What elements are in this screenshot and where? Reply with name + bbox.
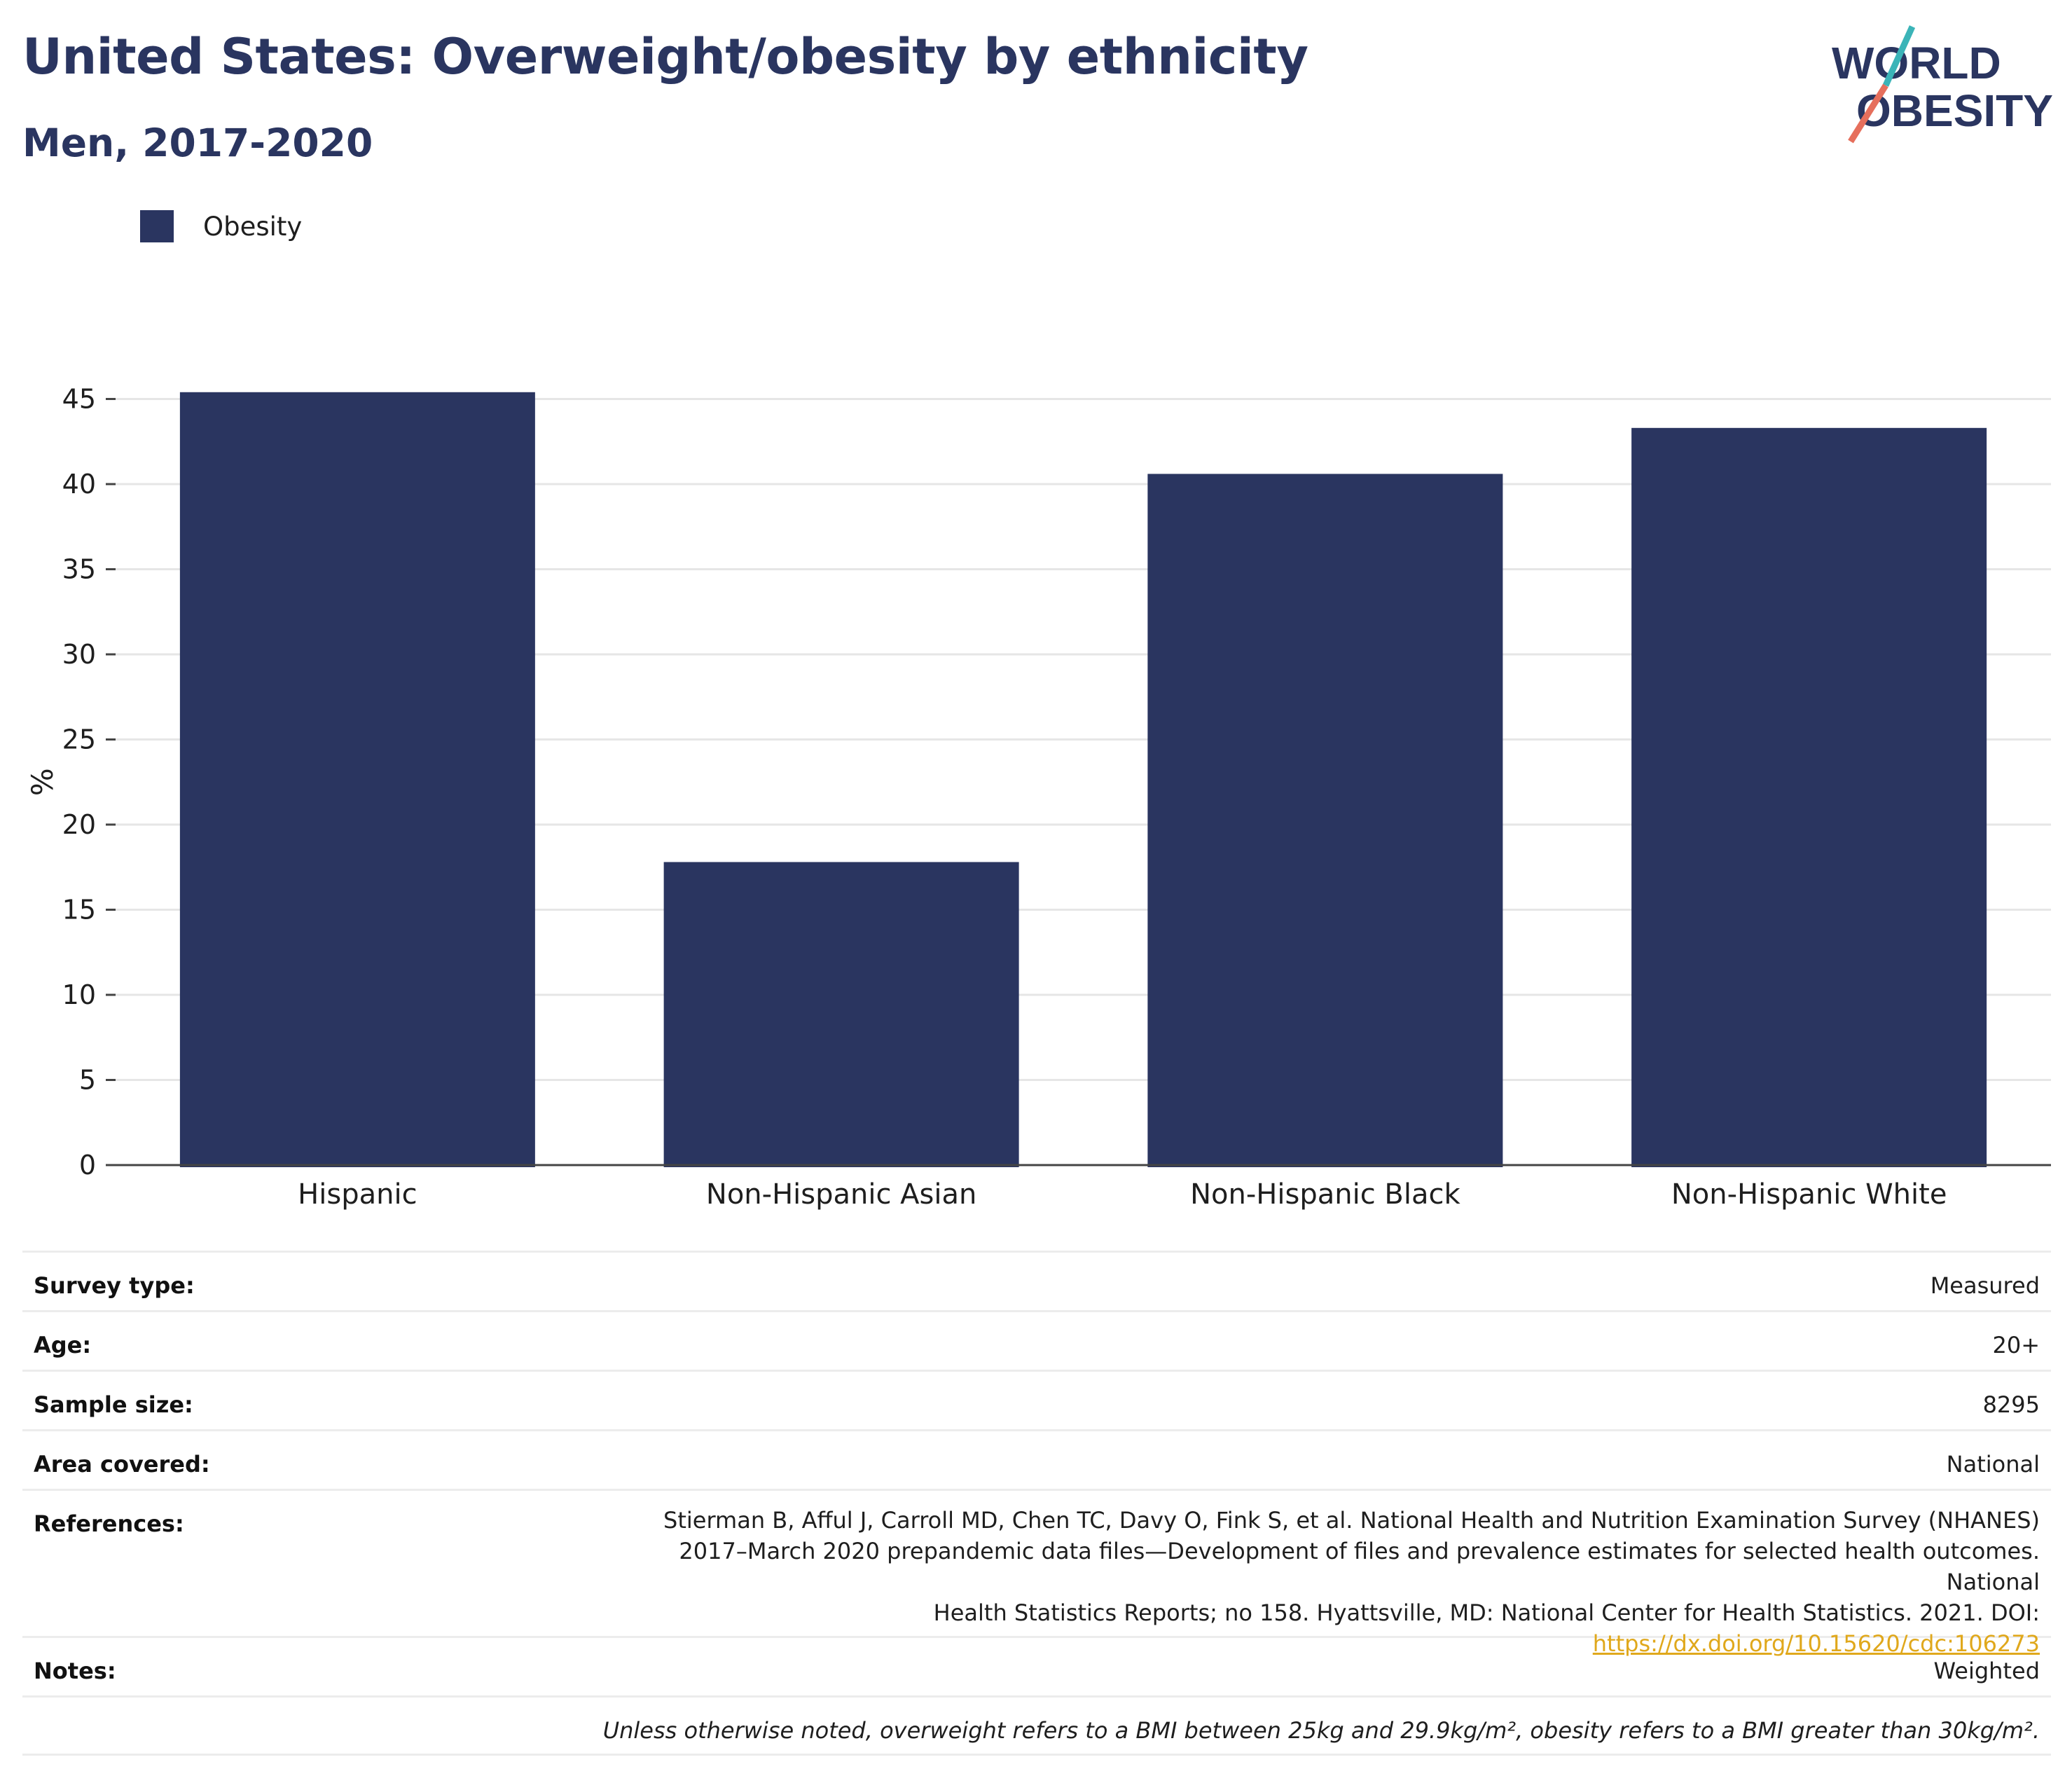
info-table: Survey type: Measured Age: 20+ Sample si… bbox=[22, 1251, 2051, 1756]
bar-non-hispanic-black bbox=[1147, 474, 1503, 1167]
x-tick-labels: Hispanic Non-Hispanic Asian Non-Hispanic B… bbox=[298, 1178, 1947, 1211]
info-row-references: References: Stierman B, Afful J, Carroll… bbox=[22, 1489, 2051, 1657]
bar-hispanic bbox=[179, 392, 535, 1167]
area-label: Area covered: bbox=[34, 1451, 210, 1478]
age-label: Age: bbox=[34, 1332, 92, 1358]
references-label: References: bbox=[34, 1510, 184, 1537]
y-tick-label: 40 bbox=[62, 469, 96, 500]
info-row-sample-size: Sample size: 8295 bbox=[22, 1370, 2051, 1429]
bars bbox=[179, 392, 1987, 1167]
references-line3: Health Statistics Reports; no 158. Hyatt… bbox=[933, 1599, 2040, 1626]
x-tick-label: Non-Hispanic Asian bbox=[706, 1178, 976, 1211]
legend-swatch-obesity bbox=[140, 210, 174, 242]
area-value: National bbox=[1946, 1451, 2040, 1478]
info-row-age: Age: 20+ bbox=[22, 1310, 2051, 1370]
references-line1: Stierman B, Afful J, Carroll MD, Chen TC… bbox=[663, 1507, 2040, 1534]
bar-chart: 0 5 10 15 20 25 30 35 40 45 Hispanic Non-Hispanic … bbox=[25, 384, 2051, 1211]
y-tick-labels: 0 5 10 15 20 25 30 35 40 45 bbox=[62, 384, 96, 1181]
logo-slash-teal bbox=[1882, 25, 1916, 87]
logo-line1: WORLD bbox=[1832, 38, 2001, 88]
y-tick-label: 5 bbox=[79, 1065, 96, 1096]
y-tick-label: 35 bbox=[62, 554, 96, 585]
chart-title: United States: Overweight/obesity by eth… bbox=[22, 28, 1308, 85]
y-tick-label: 0 bbox=[79, 1150, 96, 1180]
info-row-notes: Notes: Weighted bbox=[22, 1636, 2051, 1695]
legend: Obesity bbox=[140, 210, 302, 242]
notes-label: Notes: bbox=[34, 1658, 116, 1684]
logo-line2: OBESITY bbox=[1856, 85, 2052, 136]
info-row-survey-type: Survey type: Measured bbox=[22, 1251, 2051, 1310]
x-tick-label: Hispanic bbox=[298, 1178, 417, 1211]
y-tick-label: 25 bbox=[62, 724, 96, 755]
y-axis-label: % bbox=[25, 768, 60, 796]
age-value: 20+ bbox=[1992, 1332, 2040, 1358]
logo-slash-coral bbox=[1848, 83, 1888, 144]
footnote: Unless otherwise noted, overweight refer… bbox=[602, 1717, 2040, 1744]
chart-subtitle: Men, 2017-2020 bbox=[22, 121, 373, 165]
x-tick-label: Non-Hispanic White bbox=[1671, 1178, 1947, 1211]
survey-type-label: Survey type: bbox=[34, 1272, 195, 1299]
references-line2: 2017–March 2020 prepandemic data files—D… bbox=[679, 1538, 2040, 1595]
bar-non-hispanic-asian bbox=[663, 862, 1019, 1167]
y-tick-label: 10 bbox=[62, 979, 96, 1010]
sample-size-value: 8295 bbox=[1982, 1391, 2040, 1418]
references-value: Stierman B, Afful J, Carroll MD, Chen TC… bbox=[639, 1491, 2040, 1659]
references-doi-link[interactable]: https://dx.doi.org/10.15620/cdc:106273 bbox=[1592, 1630, 2040, 1657]
x-tick-label: Non-Hispanic Black bbox=[1190, 1178, 1460, 1211]
legend-label-obesity: Obesity bbox=[203, 211, 303, 242]
y-tick-label: 20 bbox=[62, 809, 96, 840]
info-row-footnote: Unless otherwise noted, overweight refer… bbox=[22, 1695, 2051, 1756]
bar-non-hispanic-white bbox=[1631, 427, 1987, 1167]
sample-size-label: Sample size: bbox=[34, 1391, 193, 1418]
survey-type-value: Measured bbox=[1930, 1272, 2040, 1299]
info-row-area: Area covered: National bbox=[22, 1429, 2051, 1489]
world-obesity-logo: WORLD OBESITY bbox=[1832, 25, 2052, 144]
y-tick-label: 15 bbox=[62, 895, 96, 925]
notes-value: Weighted bbox=[1933, 1658, 2040, 1684]
y-tick-label: 30 bbox=[62, 639, 96, 670]
y-tick-label: 45 bbox=[62, 384, 96, 415]
